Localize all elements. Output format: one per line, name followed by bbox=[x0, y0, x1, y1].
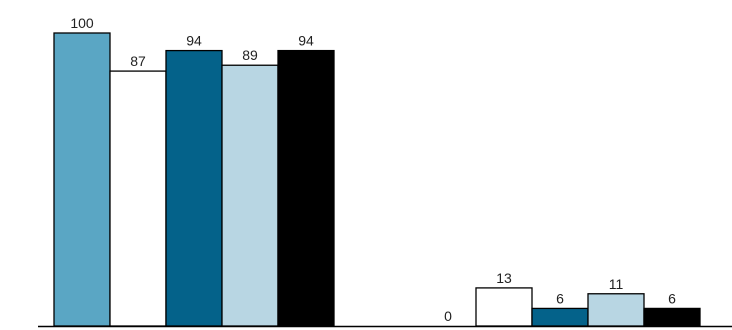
data-label-group1-series2: 87 bbox=[130, 53, 146, 69]
bar-group1-series4 bbox=[222, 65, 278, 326]
data-label-group1-series1: 100 bbox=[70, 15, 94, 31]
data-label-group2-series2: 13 bbox=[496, 270, 512, 286]
data-label-group2-series4: 11 bbox=[609, 276, 624, 292]
bar-group2-series3 bbox=[532, 308, 588, 326]
bar-group1-series1 bbox=[54, 33, 110, 326]
bar-group2-series2 bbox=[476, 288, 532, 326]
bar-group2-series4 bbox=[588, 294, 644, 326]
data-label-group2-series1: 0 bbox=[444, 308, 452, 324]
data-label-group2-series5: 6 bbox=[668, 290, 676, 306]
data-label-group1-series4: 89 bbox=[242, 47, 258, 63]
bars-layer bbox=[54, 33, 700, 326]
bar-group1-series2 bbox=[110, 71, 166, 326]
data-label-group1-series5: 94 bbox=[298, 33, 314, 49]
data-label-group2-series3: 6 bbox=[556, 290, 564, 306]
bar-group2-series5 bbox=[644, 308, 700, 326]
bar-group1-series3 bbox=[166, 51, 222, 326]
bar-group1-series5 bbox=[278, 51, 334, 326]
data-label-group1-series3: 94 bbox=[186, 33, 202, 49]
